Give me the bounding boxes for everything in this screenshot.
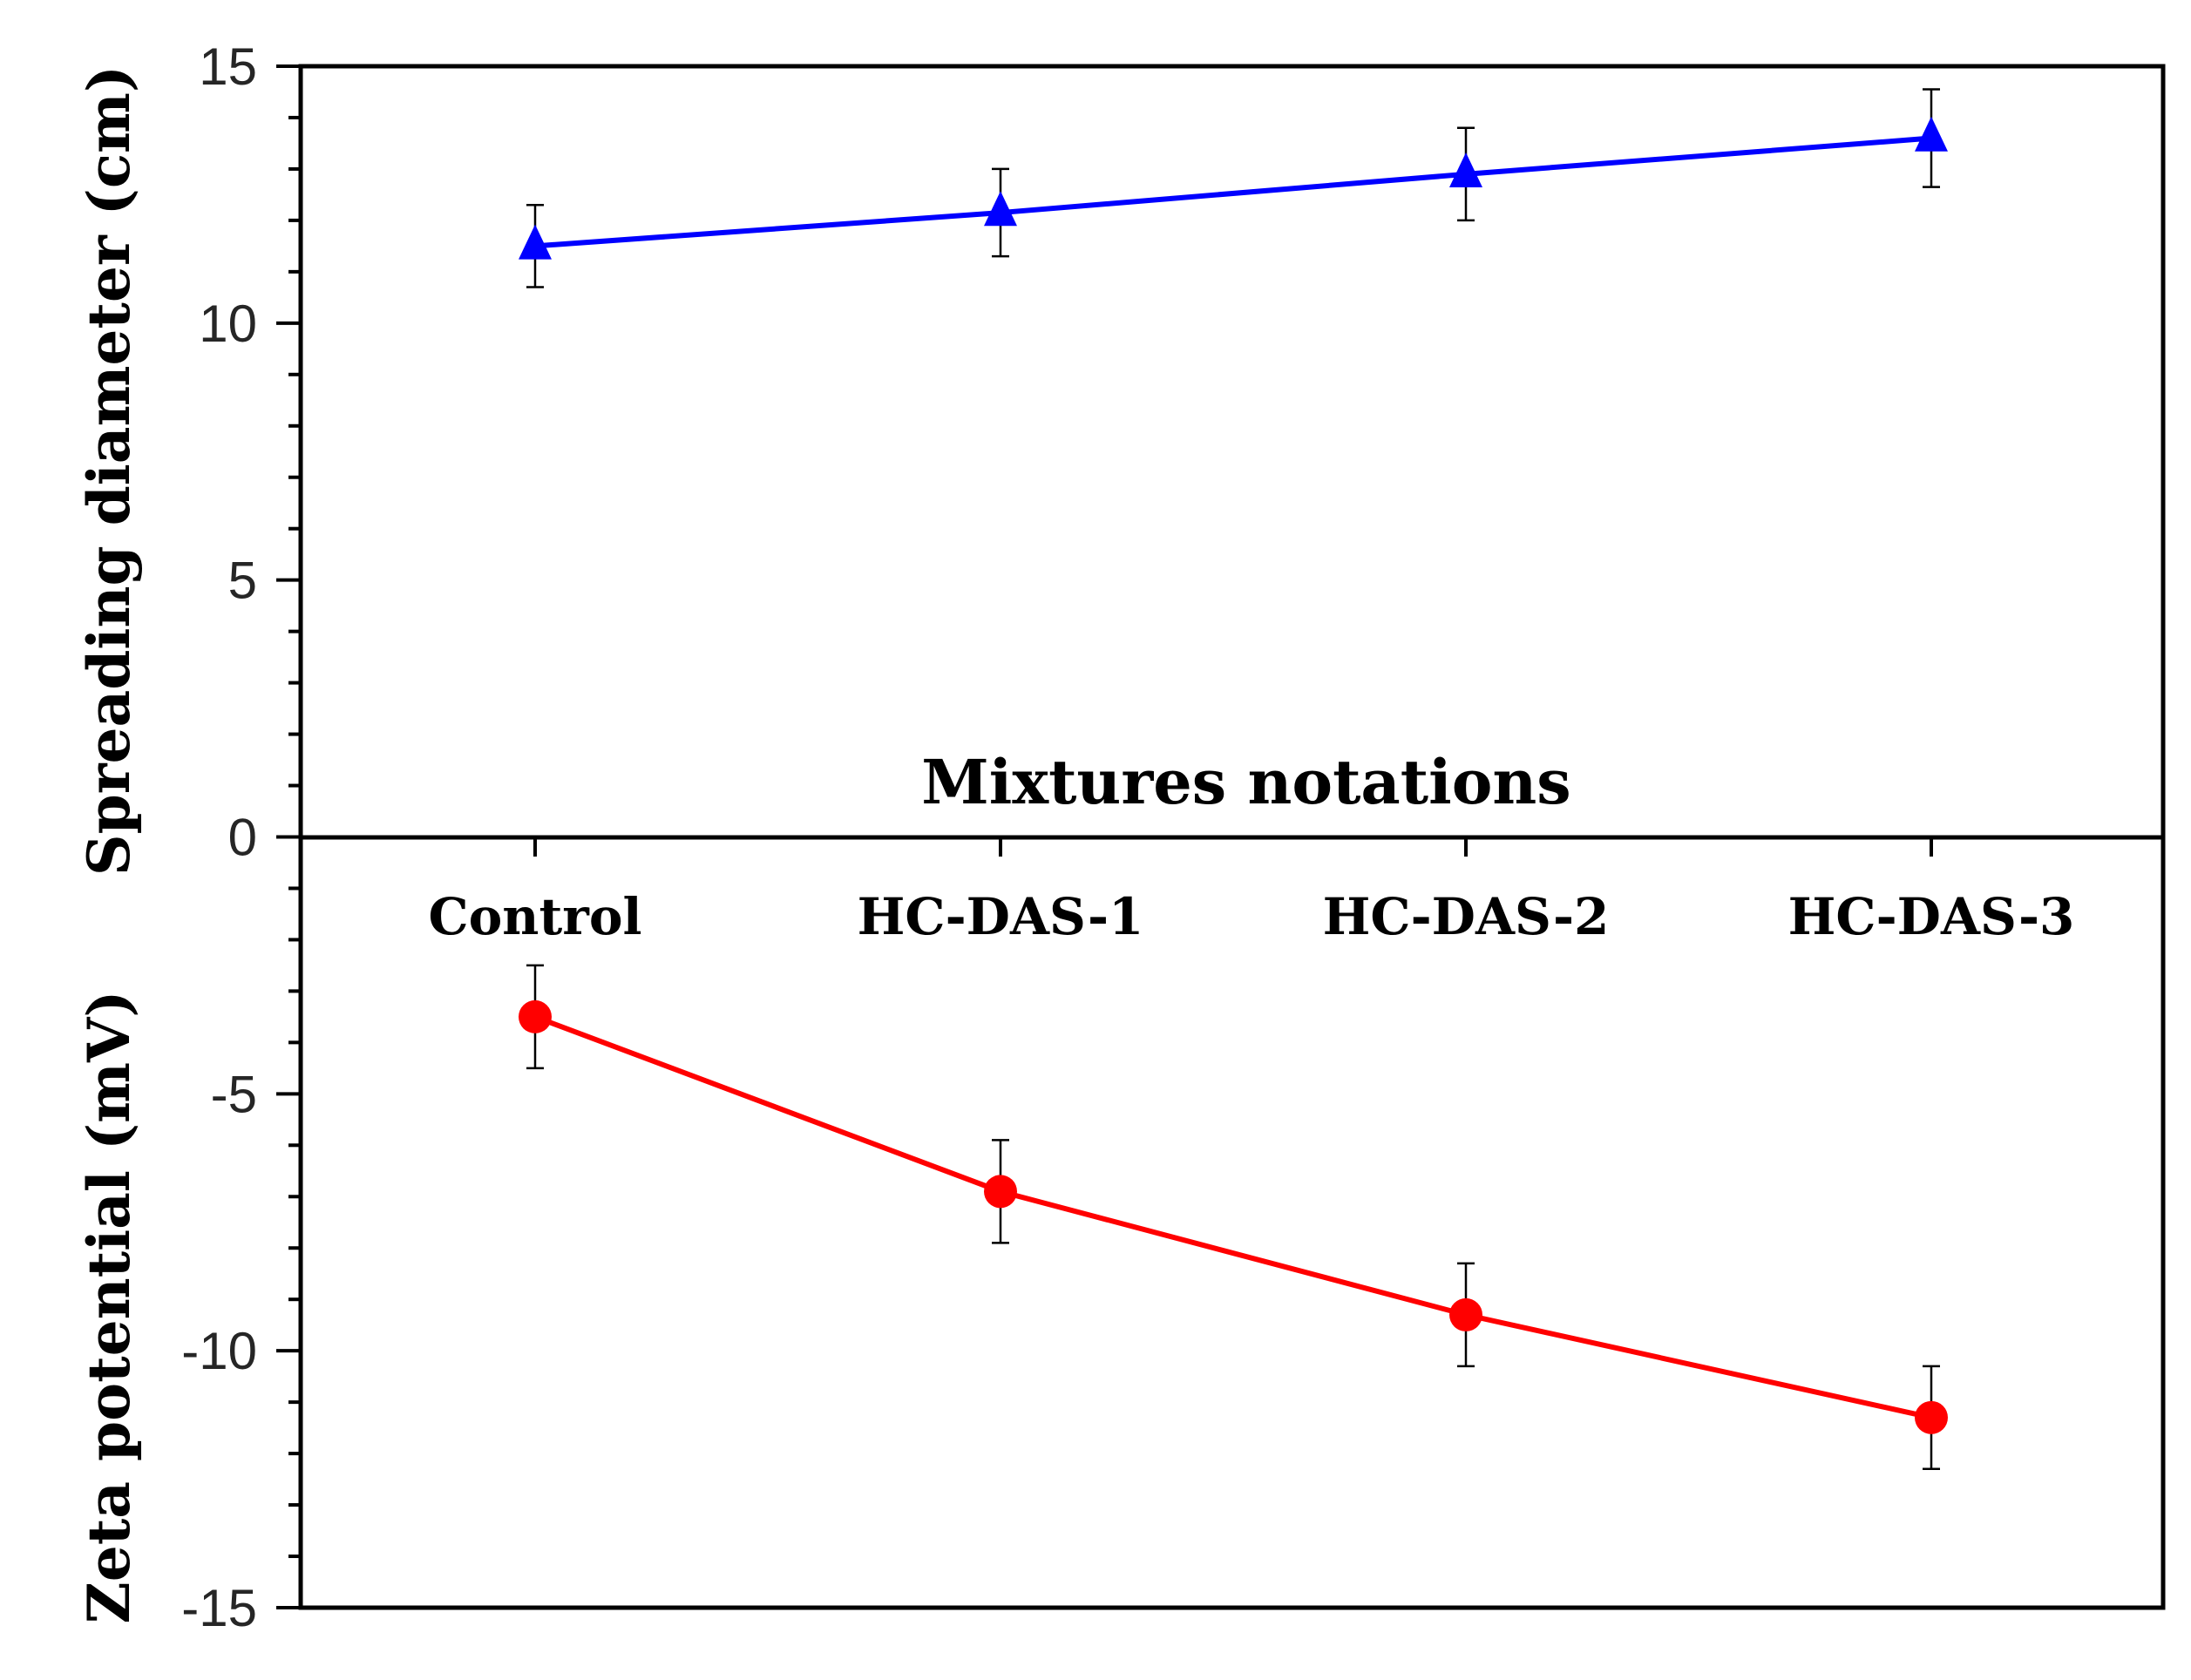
series-line bbox=[534, 135, 1932, 249]
y-tick-label: 10 bbox=[199, 295, 257, 353]
y-tick-label: 0 bbox=[228, 809, 257, 867]
series-line bbox=[533, 1014, 1932, 1420]
y-tick-label: -15 bbox=[181, 1579, 257, 1637]
series-spreading-diameter bbox=[519, 88, 1948, 288]
labels-layer: Mixtures notations Spreading diameter (c… bbox=[75, 65, 1571, 1624]
y-tick-label: 15 bbox=[199, 37, 257, 96]
data-point-triangle bbox=[519, 224, 552, 260]
data-point-circle bbox=[1915, 1400, 1948, 1434]
y-tick-label: -10 bbox=[181, 1322, 257, 1380]
x-category-label: Control bbox=[428, 887, 641, 946]
data-point-triangle bbox=[984, 191, 1017, 227]
series-zeta-potential bbox=[519, 964, 1948, 1471]
data-point-triangle bbox=[1449, 152, 1482, 188]
data-point-circle bbox=[1449, 1297, 1482, 1331]
y-axis-title-spreading: Spreading diameter (cm) bbox=[75, 65, 143, 876]
x-category-label: HC-DAS-3 bbox=[1788, 887, 2075, 946]
data-point-circle bbox=[984, 1175, 1017, 1209]
y-tick-label: 5 bbox=[228, 552, 257, 610]
y-axis-ticks: 15 10 5 0 -5 -10 -15 Control HC-DAS-1 HC-DAS-2 HC-… bbox=[181, 37, 2074, 1637]
y-axis-title-zeta: Zeta potential (mV) bbox=[75, 991, 143, 1624]
x-axis-title: Mixtures notations bbox=[921, 746, 1570, 818]
series-layer bbox=[519, 88, 1948, 1471]
y-tick-label: -5 bbox=[211, 1065, 257, 1123]
x-category-label: HC-DAS-1 bbox=[858, 887, 1144, 946]
x-category-label: HC-DAS-2 bbox=[1323, 887, 1610, 946]
data-point-circle bbox=[519, 999, 552, 1033]
data-point-triangle bbox=[1915, 116, 1948, 152]
